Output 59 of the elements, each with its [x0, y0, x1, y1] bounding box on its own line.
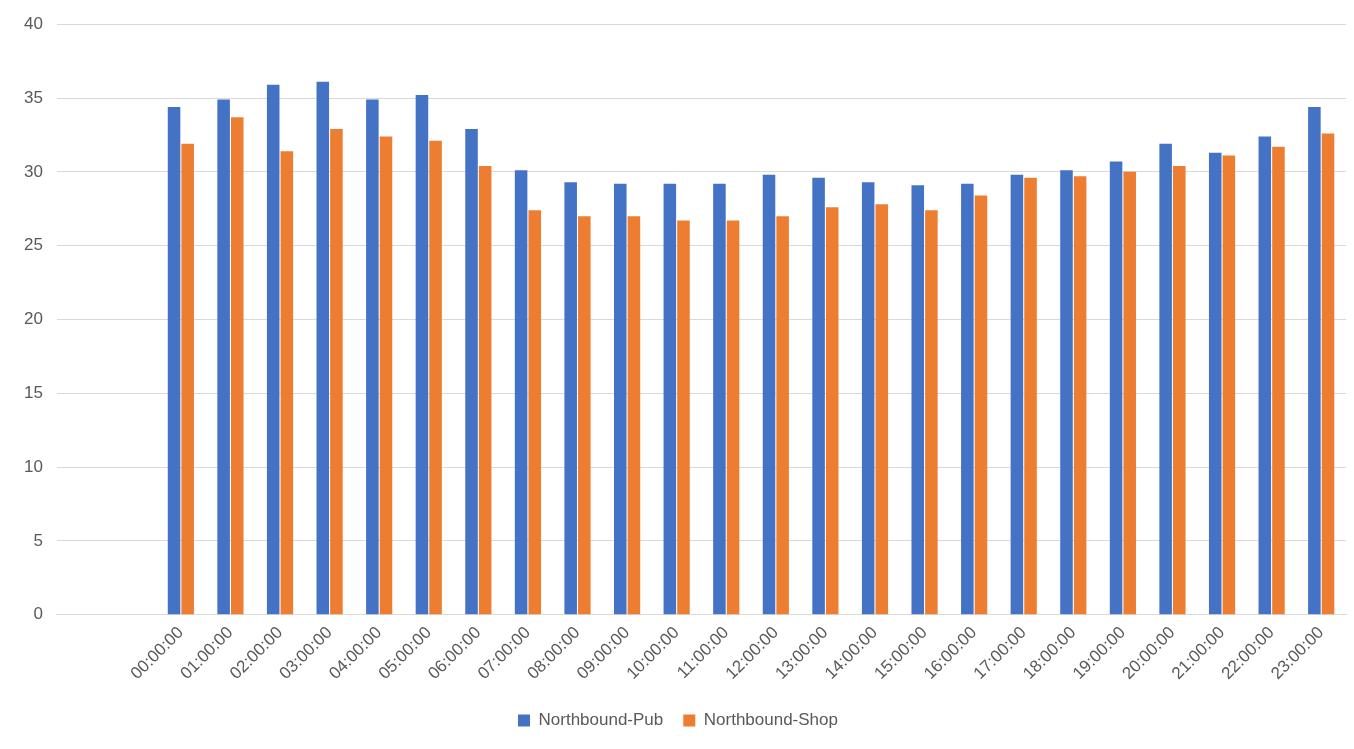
- bar: [776, 216, 789, 615]
- y-tick-label: 20: [23, 309, 43, 329]
- bar: [167, 106, 181, 615]
- bar: [713, 183, 726, 615]
- bar: [1173, 165, 1186, 615]
- bar: [627, 216, 641, 615]
- bar: [1258, 136, 1272, 615]
- bar: [578, 216, 591, 615]
- bar: [1060, 170, 1073, 615]
- bar: [1159, 143, 1172, 615]
- bar: [825, 207, 839, 615]
- y-tick-label: 10: [23, 456, 43, 476]
- bar: [564, 182, 577, 615]
- bar: [266, 84, 280, 615]
- bar: [663, 183, 677, 615]
- y-tick-label: 40: [23, 13, 43, 33]
- bar: [379, 136, 393, 615]
- bar: [366, 99, 379, 615]
- bar: [1123, 171, 1136, 615]
- y-tick-label: 15: [23, 383, 43, 402]
- bar: [217, 99, 230, 615]
- y-tick-label: 35: [23, 87, 43, 107]
- bar: [1073, 176, 1087, 615]
- legend-label: Northbound-Pub: [538, 710, 664, 730]
- bar: [316, 81, 330, 615]
- bar: [1109, 161, 1123, 615]
- bar: [330, 129, 343, 615]
- bar: [1272, 146, 1285, 615]
- bar: [230, 117, 244, 615]
- bar: [961, 183, 974, 615]
- bar: [514, 170, 528, 615]
- bar: [925, 210, 938, 615]
- bar: [726, 220, 740, 615]
- bar: [478, 165, 492, 615]
- bar: [1024, 177, 1037, 615]
- bar: [1010, 174, 1024, 615]
- bar: [415, 95, 429, 615]
- legend-label: Northbound-Shop: [703, 710, 838, 730]
- bar: [812, 177, 825, 615]
- bar: [974, 195, 988, 615]
- bar: [1222, 155, 1236, 615]
- y-tick-label: 25: [23, 235, 43, 255]
- bar: [181, 143, 194, 615]
- y-tick-label: 30: [23, 161, 43, 181]
- bar: [429, 140, 442, 615]
- bar: [861, 182, 875, 615]
- bar: [677, 220, 690, 615]
- bar: [1321, 133, 1335, 615]
- bar: [528, 210, 542, 615]
- bar: [614, 183, 627, 615]
- y-tick-label: 0: [33, 604, 43, 624]
- bar: [1208, 152, 1222, 615]
- bar: [1308, 106, 1321, 615]
- bar: [875, 204, 889, 615]
- bar: [465, 129, 478, 615]
- y-tick-label: 5: [33, 530, 43, 550]
- bar: [911, 185, 925, 615]
- bar: [762, 174, 776, 615]
- bar: [280, 151, 294, 615]
